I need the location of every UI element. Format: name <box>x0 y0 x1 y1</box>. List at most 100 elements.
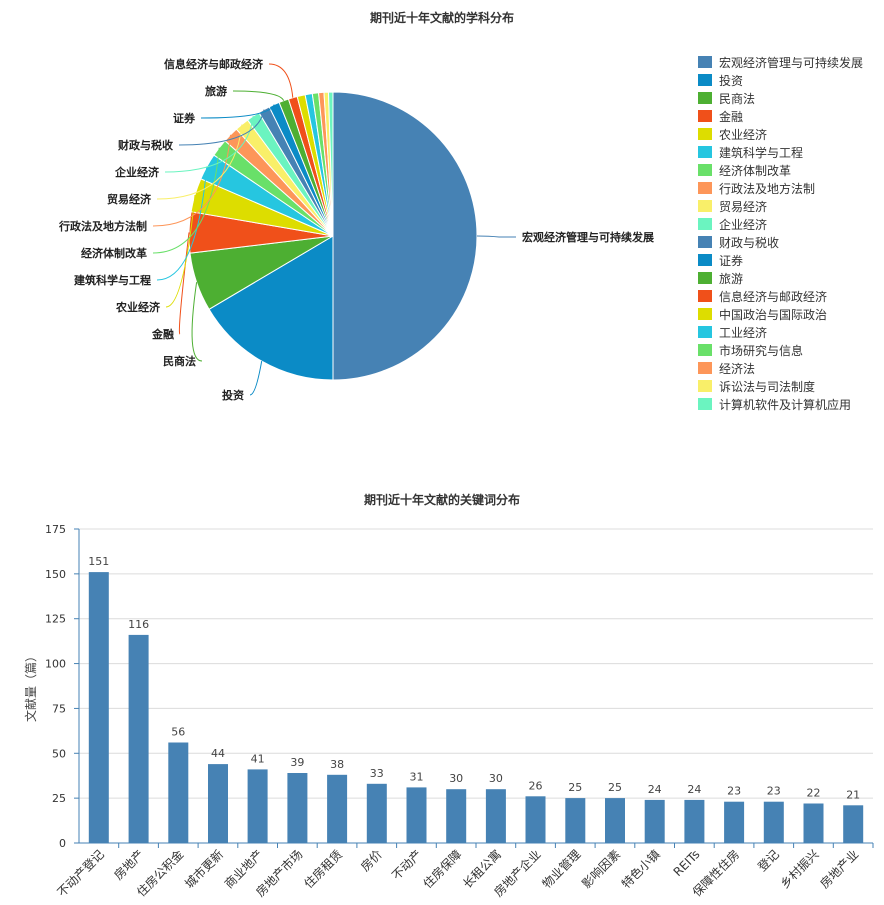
pie-connector-line <box>232 90 285 101</box>
pie-slice-label: 农业经济 <box>115 300 161 314</box>
pie-slice-label: 投资 <box>222 388 244 402</box>
legend-item[interactable]: 中国政治与国际政治 <box>698 305 863 323</box>
legend-item[interactable]: 贸易经济 <box>698 197 863 215</box>
legend-item[interactable]: 企业经济 <box>698 215 863 233</box>
pie-slice[interactable] <box>327 91 334 237</box>
pie-connector-line <box>191 282 203 362</box>
x-tick-label: REITs <box>671 847 703 879</box>
legend-item[interactable]: 金融 <box>698 107 863 125</box>
bar-value-label: 56 <box>171 726 185 739</box>
legend-label: 工业经济 <box>719 325 768 340</box>
bar-value-label: 22 <box>807 787 821 800</box>
bar[interactable] <box>168 742 189 844</box>
bar[interactable] <box>247 769 268 843</box>
pie-slice-label: 建筑科学与工程 <box>74 273 151 287</box>
legend-swatch <box>698 74 712 86</box>
legend-swatch <box>698 164 712 176</box>
bar-value-label: 21 <box>846 788 860 801</box>
x-tick-label: 登记 <box>754 847 782 875</box>
bar[interactable] <box>605 798 625 843</box>
bar[interactable] <box>406 787 427 843</box>
legend-item[interactable]: 农业经济 <box>698 125 863 143</box>
legend-item[interactable]: 市场研究与信息 <box>698 341 863 359</box>
bar-value-label: 33 <box>370 767 384 780</box>
legend-item[interactable]: 投资 <box>698 71 863 89</box>
legend-label: 行政法及地方法制 <box>719 181 816 196</box>
legend-swatch <box>698 344 712 356</box>
legend-label: 民商法 <box>719 91 756 106</box>
legend-item[interactable]: 工业经济 <box>698 323 863 341</box>
legend-item[interactable]: 建筑科学与工程 <box>698 143 863 161</box>
bar[interactable] <box>763 801 784 843</box>
legend-swatch <box>698 56 712 68</box>
bar[interactable] <box>644 799 665 843</box>
x-tick-label: 影响因素 <box>579 847 624 892</box>
legend-label: 中国政治与国际政治 <box>719 307 828 322</box>
x-tick-label: 不动产登记 <box>54 847 107 900</box>
legend-label: 诉讼法与司法制度 <box>719 379 816 394</box>
legend-item[interactable]: 诉讼法与司法制度 <box>698 377 863 395</box>
legend-swatch <box>698 182 712 194</box>
pie-slice-label: 财政与税收 <box>117 138 173 152</box>
bar[interactable] <box>525 796 546 843</box>
legend-item[interactable]: 证券 <box>698 251 863 269</box>
bar-value-label: 116 <box>128 618 149 631</box>
bar-value-label: 38 <box>330 758 344 771</box>
legend-swatch <box>698 146 712 158</box>
legend-label: 投资 <box>719 73 744 88</box>
legend-item[interactable]: 经济体制改革 <box>698 161 863 179</box>
pie-connector-line <box>164 116 254 173</box>
bar[interactable] <box>684 799 705 843</box>
pie-slice-label: 证券 <box>173 111 196 125</box>
bar[interactable] <box>485 789 506 843</box>
bar[interactable] <box>128 634 149 843</box>
y-tick-label: 75 <box>52 702 66 715</box>
legend-item[interactable]: 信息经济与邮政经济 <box>698 287 863 305</box>
bar[interactable] <box>88 572 109 843</box>
legend-item[interactable]: 民商法 <box>698 89 863 107</box>
bar-value-label: 24 <box>687 783 701 796</box>
bar-value-label: 39 <box>290 756 304 769</box>
pie-connector-line <box>156 166 208 281</box>
legend-label: 证券 <box>719 253 744 268</box>
pie-slice-label: 经济体制改革 <box>81 246 147 260</box>
legend-label: 市场研究与信息 <box>719 343 804 358</box>
bar[interactable] <box>843 805 864 843</box>
legend-item[interactable]: 宏观经济管理与可持续发展 <box>698 53 863 71</box>
pie-slice-label: 贸易经济 <box>107 192 152 206</box>
bar[interactable] <box>327 774 348 843</box>
bar-value-label: 31 <box>410 770 424 783</box>
legend-swatch <box>698 398 712 410</box>
bar[interactable] <box>208 764 228 843</box>
bar[interactable] <box>366 783 387 843</box>
legend-swatch <box>698 128 712 140</box>
legend-item[interactable]: 财政与税收 <box>698 233 863 251</box>
bar[interactable] <box>803 803 824 844</box>
legend-label: 计算机软件及计算机应用 <box>719 397 852 412</box>
bar-value-label: 26 <box>529 779 543 792</box>
legend-swatch <box>698 308 712 320</box>
bar[interactable] <box>724 801 745 843</box>
legend-item[interactable]: 计算机软件及计算机应用 <box>698 395 863 413</box>
legend-item[interactable]: 行政法及地方法制 <box>698 179 863 197</box>
pie-slice[interactable] <box>208 235 334 381</box>
legend-label: 旅游 <box>719 271 744 286</box>
bar-value-label: 23 <box>767 785 781 798</box>
pie-connector-line <box>249 361 263 396</box>
pie-connector-line <box>178 109 265 146</box>
bar-value-label: 25 <box>608 781 622 794</box>
x-tick-label: 乡村振兴 <box>778 847 822 891</box>
x-tick-label: 城市更新 <box>182 847 227 892</box>
bar[interactable] <box>446 789 467 843</box>
x-tick-label: 不动产 <box>389 847 424 882</box>
bar-value-label: 23 <box>727 785 741 798</box>
legend-label: 农业经济 <box>719 127 768 142</box>
x-tick-label: 住房租赁 <box>301 847 346 892</box>
bar[interactable] <box>565 798 586 843</box>
legend-item[interactable]: 旅游 <box>698 269 863 287</box>
bar[interactable] <box>287 773 308 843</box>
legend-label: 经济法 <box>719 361 756 376</box>
legend-swatch <box>698 200 712 212</box>
legend-swatch <box>698 218 712 230</box>
legend-item[interactable]: 经济法 <box>698 359 863 377</box>
